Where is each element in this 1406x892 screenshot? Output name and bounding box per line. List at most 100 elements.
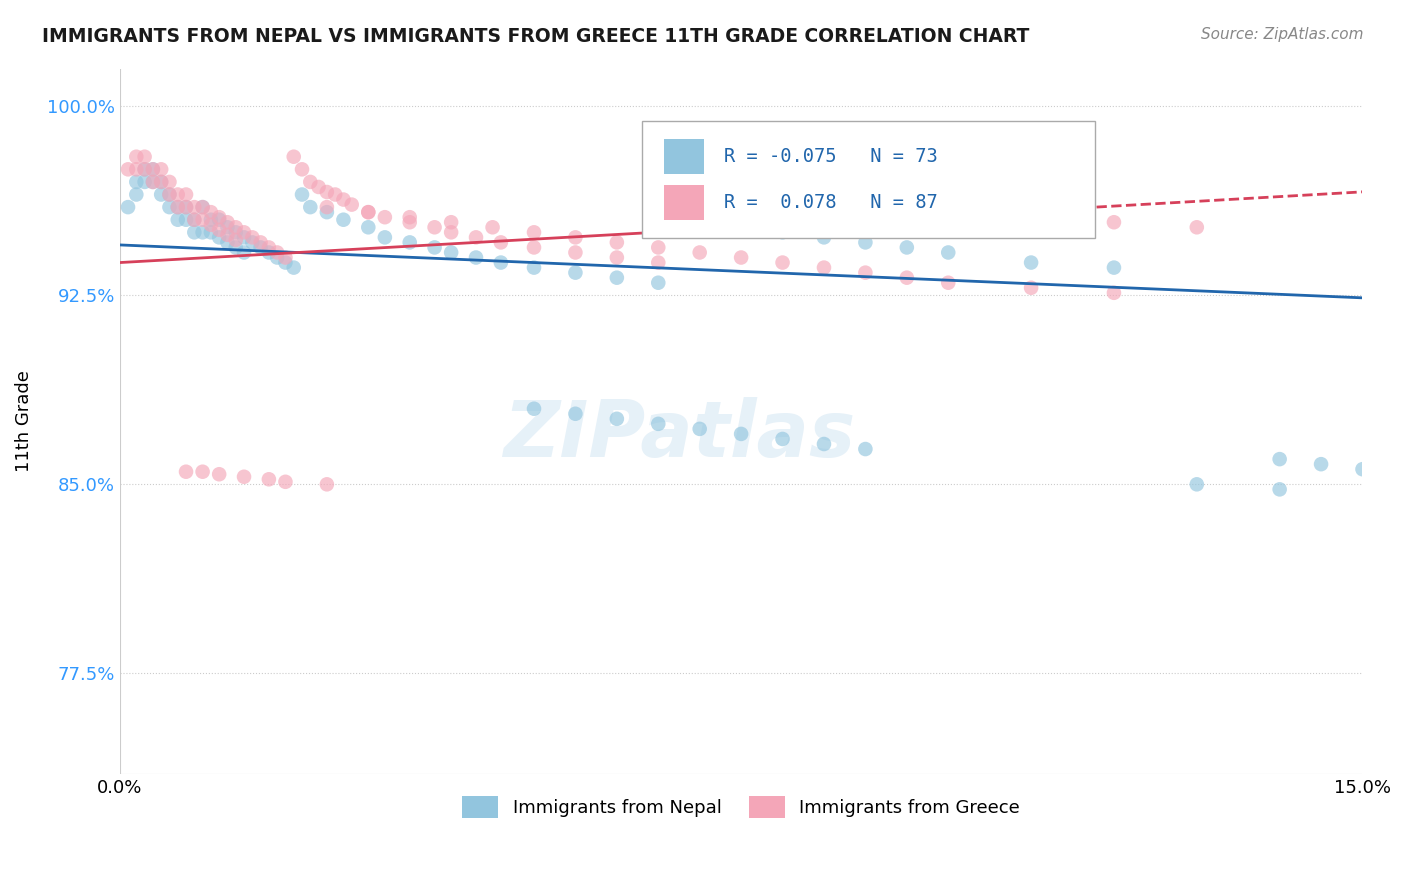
Point: [166, 212, 188, 227]
Point: [142, 175, 165, 189]
Point: [647, 240, 669, 254]
Point: [564, 245, 586, 260]
Point: [855, 266, 877, 280]
Point: [647, 417, 669, 431]
Point: [150, 175, 173, 189]
Point: [813, 230, 835, 244]
Point: [523, 240, 546, 254]
Point: [813, 190, 835, 204]
Point: [125, 187, 148, 202]
Point: [283, 260, 305, 275]
Point: [772, 185, 794, 199]
Point: [257, 240, 280, 254]
Point: [174, 200, 197, 214]
Point: [217, 215, 239, 229]
Point: [283, 150, 305, 164]
Point: [217, 235, 239, 250]
Point: [191, 200, 214, 214]
Point: [266, 245, 288, 260]
Point: [855, 442, 877, 456]
Point: [208, 210, 231, 224]
Point: [481, 220, 503, 235]
Point: [142, 175, 165, 189]
Point: [440, 215, 463, 229]
Point: [332, 212, 354, 227]
Point: [357, 205, 380, 219]
Point: [489, 235, 512, 250]
Point: [257, 245, 280, 260]
Point: [896, 240, 918, 254]
Point: [225, 220, 247, 235]
Point: [208, 223, 231, 237]
Point: [489, 255, 512, 269]
Legend: Immigrants from Nepal, Immigrants from Greece: Immigrants from Nepal, Immigrants from G…: [456, 789, 1028, 825]
Point: [423, 220, 446, 235]
Point: [166, 200, 188, 214]
Point: [1185, 220, 1208, 235]
Point: [134, 162, 156, 177]
Point: [398, 210, 420, 224]
Point: [142, 162, 165, 177]
Point: [208, 230, 231, 244]
Point: [423, 240, 446, 254]
Point: [1268, 483, 1291, 497]
Point: [183, 212, 205, 227]
Point: [150, 162, 173, 177]
Point: [299, 200, 322, 214]
Point: [299, 175, 322, 189]
Point: [233, 230, 256, 244]
Point: [125, 162, 148, 177]
Point: [896, 270, 918, 285]
Point: [117, 162, 139, 177]
Point: [523, 260, 546, 275]
Text: ZIPatlas: ZIPatlas: [503, 398, 855, 474]
Point: [249, 240, 271, 254]
Point: [1102, 285, 1125, 300]
Point: [257, 472, 280, 486]
Point: [1019, 255, 1042, 269]
Point: [200, 225, 222, 239]
Point: [174, 212, 197, 227]
Point: [936, 276, 959, 290]
Point: [291, 187, 314, 202]
Point: [374, 210, 396, 224]
Point: [191, 225, 214, 239]
Point: [606, 270, 628, 285]
Point: [440, 245, 463, 260]
Text: R = -0.075   N = 73: R = -0.075 N = 73: [724, 147, 938, 166]
Point: [174, 187, 197, 202]
Point: [1310, 457, 1333, 471]
Y-axis label: 11th Grade: 11th Grade: [15, 370, 32, 472]
Text: Source: ZipAtlas.com: Source: ZipAtlas.com: [1201, 27, 1364, 42]
Point: [936, 245, 959, 260]
Point: [647, 255, 669, 269]
Point: [357, 220, 380, 235]
Point: [183, 200, 205, 214]
Point: [225, 225, 247, 239]
Point: [772, 225, 794, 239]
Text: IMMIGRANTS FROM NEPAL VS IMMIGRANTS FROM GREECE 11TH GRADE CORRELATION CHART: IMMIGRANTS FROM NEPAL VS IMMIGRANTS FROM…: [42, 27, 1029, 45]
Point: [117, 200, 139, 214]
Point: [465, 251, 488, 265]
Point: [191, 212, 214, 227]
Point: [398, 235, 420, 250]
Point: [249, 235, 271, 250]
Point: [308, 180, 330, 194]
Point: [323, 187, 346, 202]
Point: [374, 230, 396, 244]
Point: [855, 195, 877, 210]
Point: [274, 475, 297, 489]
Point: [225, 240, 247, 254]
Point: [606, 251, 628, 265]
Point: [166, 200, 188, 214]
Point: [465, 230, 488, 244]
Point: [159, 187, 181, 202]
Point: [730, 426, 752, 441]
Point: [647, 276, 669, 290]
Point: [564, 407, 586, 421]
Point: [134, 175, 156, 189]
Point: [1268, 452, 1291, 467]
Point: [240, 235, 263, 250]
Point: [1185, 477, 1208, 491]
Point: [689, 212, 711, 227]
